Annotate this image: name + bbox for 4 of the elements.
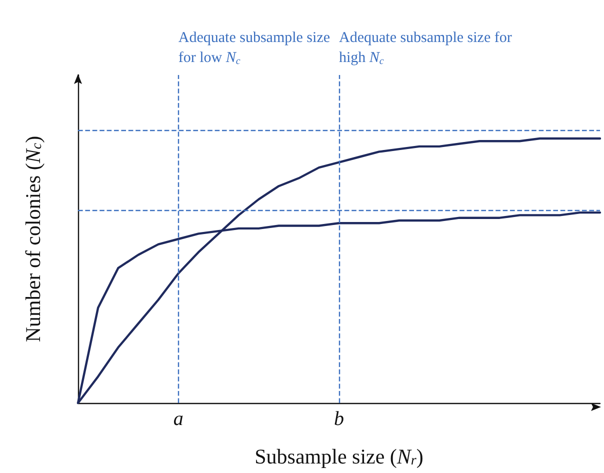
x-axis-title: Subsample size (Nr)	[254, 444, 424, 468]
x-tick-label: b	[334, 408, 344, 430]
x-tick-label: a	[173, 408, 184, 430]
y-axis-title: Number of colonies (Nc)	[21, 136, 45, 342]
